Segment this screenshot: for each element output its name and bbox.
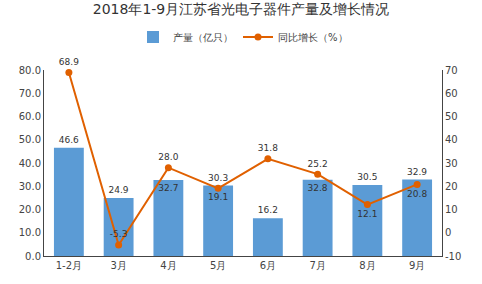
- svg-text:68.9: 68.9: [59, 57, 79, 67]
- svg-text:30.3: 30.3: [208, 173, 228, 183]
- svg-text:32.8: 32.8: [307, 183, 327, 193]
- svg-text:-10: -10: [445, 251, 461, 262]
- svg-text:20: 20: [445, 181, 458, 192]
- svg-text:5月: 5月: [210, 260, 226, 271]
- svg-text:10: 10: [445, 204, 458, 215]
- svg-text:19.1: 19.1: [208, 192, 228, 202]
- svg-text:10.0: 10.0: [19, 227, 41, 238]
- svg-text:50: 50: [445, 111, 458, 122]
- svg-text:32.7: 32.7: [158, 183, 178, 193]
- svg-text:20.0: 20.0: [19, 204, 41, 215]
- svg-text:0.0: 0.0: [25, 251, 41, 262]
- svg-text:80.0: 80.0: [19, 65, 41, 76]
- svg-text:2018年1-9月江苏省光电子器件产量及增长情况: 2018年1-9月江苏省光电子器件产量及增长情况: [93, 1, 390, 17]
- svg-text:31.8: 31.8: [258, 143, 278, 153]
- svg-text:7月: 7月: [309, 260, 325, 271]
- svg-text:60.0: 60.0: [19, 111, 41, 122]
- svg-text:32.9: 32.9: [407, 167, 427, 177]
- svg-text:12.1: 12.1: [357, 209, 377, 219]
- svg-text:30.0: 30.0: [19, 181, 41, 192]
- svg-text:4月: 4月: [160, 260, 176, 271]
- svg-text:30.5: 30.5: [357, 172, 377, 182]
- svg-text:20.8: 20.8: [407, 189, 427, 199]
- svg-text:0: 0: [445, 227, 451, 238]
- svg-text:40.0: 40.0: [19, 158, 41, 169]
- svg-text:3月: 3月: [110, 260, 126, 271]
- svg-text:9月: 9月: [409, 260, 425, 271]
- svg-text:28.0: 28.0: [158, 152, 178, 162]
- svg-text:产量（亿只）: 产量（亿只）: [173, 32, 233, 43]
- svg-text:6月: 6月: [260, 260, 276, 271]
- svg-text:40: 40: [445, 134, 458, 145]
- svg-text:16.2: 16.2: [258, 205, 278, 215]
- svg-text:30: 30: [445, 158, 458, 169]
- svg-text:8月: 8月: [359, 260, 375, 271]
- svg-text:46.6: 46.6: [59, 135, 79, 145]
- svg-text:1-2月: 1-2月: [56, 260, 82, 271]
- svg-text:-5.3: -5.3: [110, 229, 128, 239]
- svg-text:24.9: 24.9: [108, 185, 128, 195]
- svg-text:50.0: 50.0: [19, 134, 41, 145]
- svg-text:70: 70: [445, 65, 458, 76]
- svg-text:25.2: 25.2: [308, 159, 328, 169]
- svg-text:60: 60: [445, 88, 458, 99]
- svg-text:同比增长（%）: 同比增长（%）: [278, 32, 348, 43]
- svg-text:70.0: 70.0: [19, 88, 41, 99]
